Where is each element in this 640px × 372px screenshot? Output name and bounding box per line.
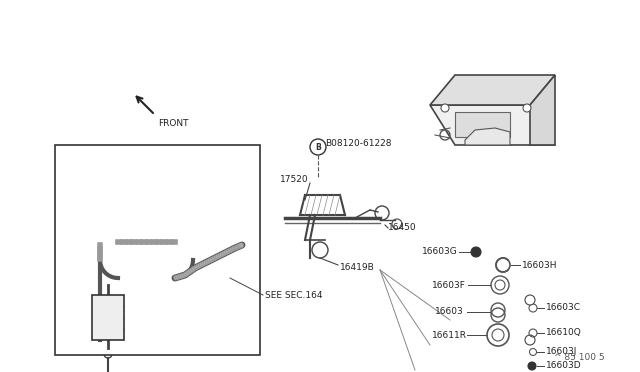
- Circle shape: [225, 249, 230, 254]
- Text: 16603J: 16603J: [546, 347, 577, 356]
- Circle shape: [191, 266, 196, 271]
- Bar: [55, 145, 260, 355]
- Circle shape: [232, 246, 237, 251]
- Circle shape: [198, 263, 202, 268]
- Circle shape: [175, 275, 180, 280]
- Circle shape: [205, 259, 211, 264]
- Text: SEE SEC.164: SEE SEC.164: [265, 291, 323, 299]
- Circle shape: [237, 243, 243, 248]
- Circle shape: [216, 254, 221, 259]
- Circle shape: [221, 251, 227, 256]
- Circle shape: [528, 362, 536, 370]
- Text: B08120-61228: B08120-61228: [325, 140, 392, 148]
- Text: 16603F: 16603F: [432, 280, 466, 289]
- Text: 16610Q: 16610Q: [546, 328, 582, 337]
- Circle shape: [235, 245, 239, 250]
- Text: 16611R: 16611R: [432, 330, 467, 340]
- Circle shape: [173, 275, 179, 280]
- Circle shape: [179, 273, 184, 278]
- Polygon shape: [465, 128, 510, 145]
- Circle shape: [209, 257, 214, 262]
- Circle shape: [204, 260, 209, 265]
- Circle shape: [525, 295, 535, 305]
- Bar: [92, 295, 124, 340]
- Circle shape: [207, 258, 212, 263]
- Circle shape: [218, 253, 223, 258]
- Circle shape: [227, 248, 232, 253]
- Circle shape: [189, 267, 195, 273]
- Text: 17520: 17520: [280, 176, 308, 185]
- Circle shape: [193, 265, 198, 270]
- Text: 16603G: 16603G: [422, 247, 458, 257]
- Text: 16603C: 16603C: [546, 304, 581, 312]
- Bar: [455, 112, 510, 137]
- Circle shape: [223, 250, 228, 255]
- Circle shape: [214, 255, 218, 260]
- Text: ^ 85 100 5: ^ 85 100 5: [554, 353, 605, 362]
- Text: 16450: 16450: [388, 224, 417, 232]
- Polygon shape: [530, 75, 555, 145]
- Circle shape: [211, 256, 216, 261]
- Text: 16419B: 16419B: [340, 263, 375, 273]
- Text: FRONT: FRONT: [158, 119, 189, 128]
- Circle shape: [525, 335, 535, 345]
- Circle shape: [471, 247, 481, 257]
- Circle shape: [186, 270, 191, 275]
- Circle shape: [230, 247, 234, 252]
- Circle shape: [310, 139, 326, 155]
- Circle shape: [236, 244, 241, 249]
- Circle shape: [188, 269, 193, 274]
- Circle shape: [202, 261, 207, 266]
- Circle shape: [184, 272, 189, 277]
- Circle shape: [195, 264, 200, 269]
- Circle shape: [441, 104, 449, 112]
- Circle shape: [233, 245, 238, 250]
- Circle shape: [182, 273, 186, 278]
- Polygon shape: [430, 75, 555, 105]
- Polygon shape: [430, 105, 555, 145]
- Text: 16603: 16603: [435, 308, 464, 317]
- Circle shape: [523, 104, 531, 112]
- Text: 16603H: 16603H: [522, 260, 557, 269]
- Text: 16603D: 16603D: [546, 362, 582, 371]
- Circle shape: [177, 274, 182, 279]
- Circle shape: [239, 243, 244, 248]
- Circle shape: [220, 252, 225, 257]
- Circle shape: [200, 262, 205, 267]
- Text: B: B: [315, 142, 321, 151]
